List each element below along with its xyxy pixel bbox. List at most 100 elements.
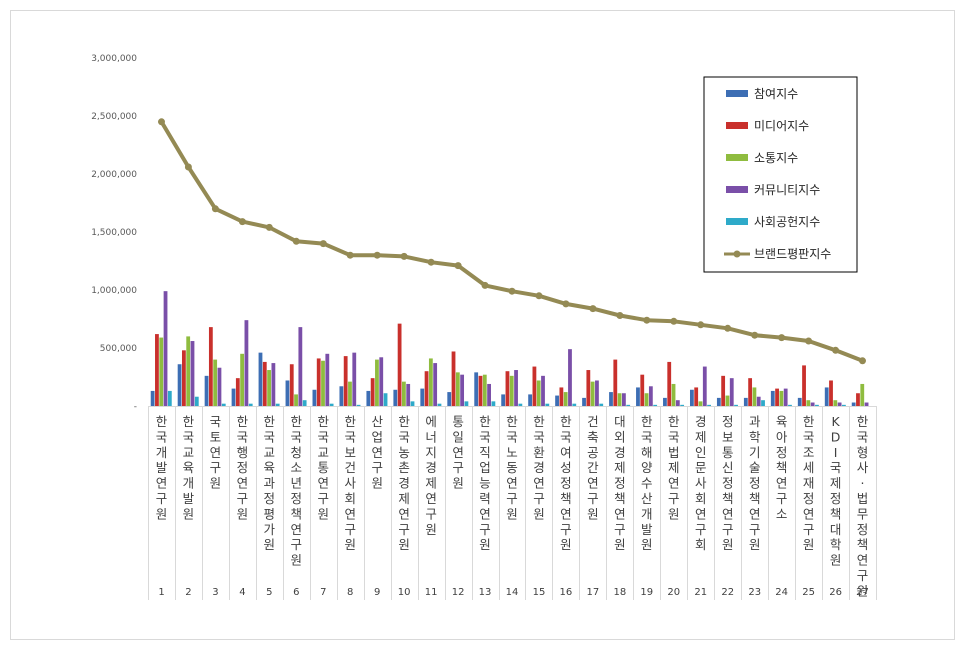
bar <box>433 363 438 406</box>
bar <box>824 387 829 406</box>
bar <box>622 393 626 406</box>
rank-label: 2 <box>185 587 191 598</box>
legend-label: 참여지수 <box>754 87 798 101</box>
legend-box <box>703 76 858 273</box>
bar <box>213 359 218 406</box>
bar <box>788 404 792 406</box>
rank-label: 19 <box>640 587 653 598</box>
bar <box>626 404 631 406</box>
bar <box>802 365 806 406</box>
bar <box>653 404 658 406</box>
bar <box>150 390 155 406</box>
bar <box>352 352 357 406</box>
y-tick-label: 500,000 <box>100 344 137 354</box>
rank-label: 21 <box>694 587 707 598</box>
bar <box>428 358 433 406</box>
bar <box>208 327 213 406</box>
bar <box>159 337 164 406</box>
bar <box>636 387 640 406</box>
y-tick-label: 1,000,000 <box>91 286 137 296</box>
bar <box>590 381 595 406</box>
bar <box>420 388 425 406</box>
rank-label: 11 <box>425 587 438 598</box>
legend-swatch <box>726 218 748 225</box>
rank-label: 1 <box>158 587 164 598</box>
bar <box>509 375 514 406</box>
bar <box>860 383 865 406</box>
line-point <box>238 218 246 226</box>
line-point <box>319 240 327 248</box>
bar <box>536 380 541 406</box>
bar <box>568 349 572 406</box>
bar <box>302 400 307 406</box>
bar <box>460 374 465 406</box>
line-point <box>400 252 408 260</box>
bar <box>833 400 838 406</box>
bar <box>163 291 168 406</box>
line-point <box>859 357 866 365</box>
line-point <box>481 281 489 289</box>
bar <box>644 393 649 406</box>
line-point <box>373 251 381 259</box>
bar <box>770 390 775 406</box>
bar <box>348 381 352 406</box>
bar <box>285 380 290 406</box>
bar <box>478 375 483 406</box>
line-point <box>184 163 192 171</box>
bar <box>329 403 334 406</box>
bar <box>783 388 788 406</box>
bar <box>312 389 317 406</box>
line-point <box>508 287 516 295</box>
bar <box>491 401 496 406</box>
rank-label: 15 <box>533 587 546 598</box>
bar <box>689 389 694 406</box>
bar <box>756 396 761 406</box>
legend-line-marker <box>733 250 741 258</box>
bar <box>221 403 226 406</box>
rank-label: 23 <box>748 587 761 598</box>
bar <box>797 397 802 406</box>
bar <box>675 400 680 406</box>
y-tick-label: 2,500,000 <box>91 112 137 122</box>
bar <box>599 403 604 406</box>
bar <box>663 397 667 406</box>
legend-label: 커뮤니티지수 <box>754 183 820 197</box>
rank-label: 17 <box>587 587 600 598</box>
bar <box>482 374 487 406</box>
bar <box>707 404 711 406</box>
bar <box>393 389 398 406</box>
bar <box>761 400 765 406</box>
bar <box>177 364 182 406</box>
rank-label: 6 <box>293 587 299 598</box>
legend-swatch <box>726 90 748 97</box>
line-point <box>697 321 705 329</box>
bar <box>806 400 811 406</box>
bar <box>609 392 613 406</box>
bar <box>856 393 860 406</box>
rank-label: 13 <box>479 587 492 598</box>
bar <box>321 360 325 406</box>
bar <box>555 395 559 406</box>
bar <box>271 363 276 406</box>
line-point <box>643 316 651 324</box>
bar <box>734 404 738 406</box>
legend-label: 미디어지수 <box>754 119 809 133</box>
bar <box>541 375 545 406</box>
